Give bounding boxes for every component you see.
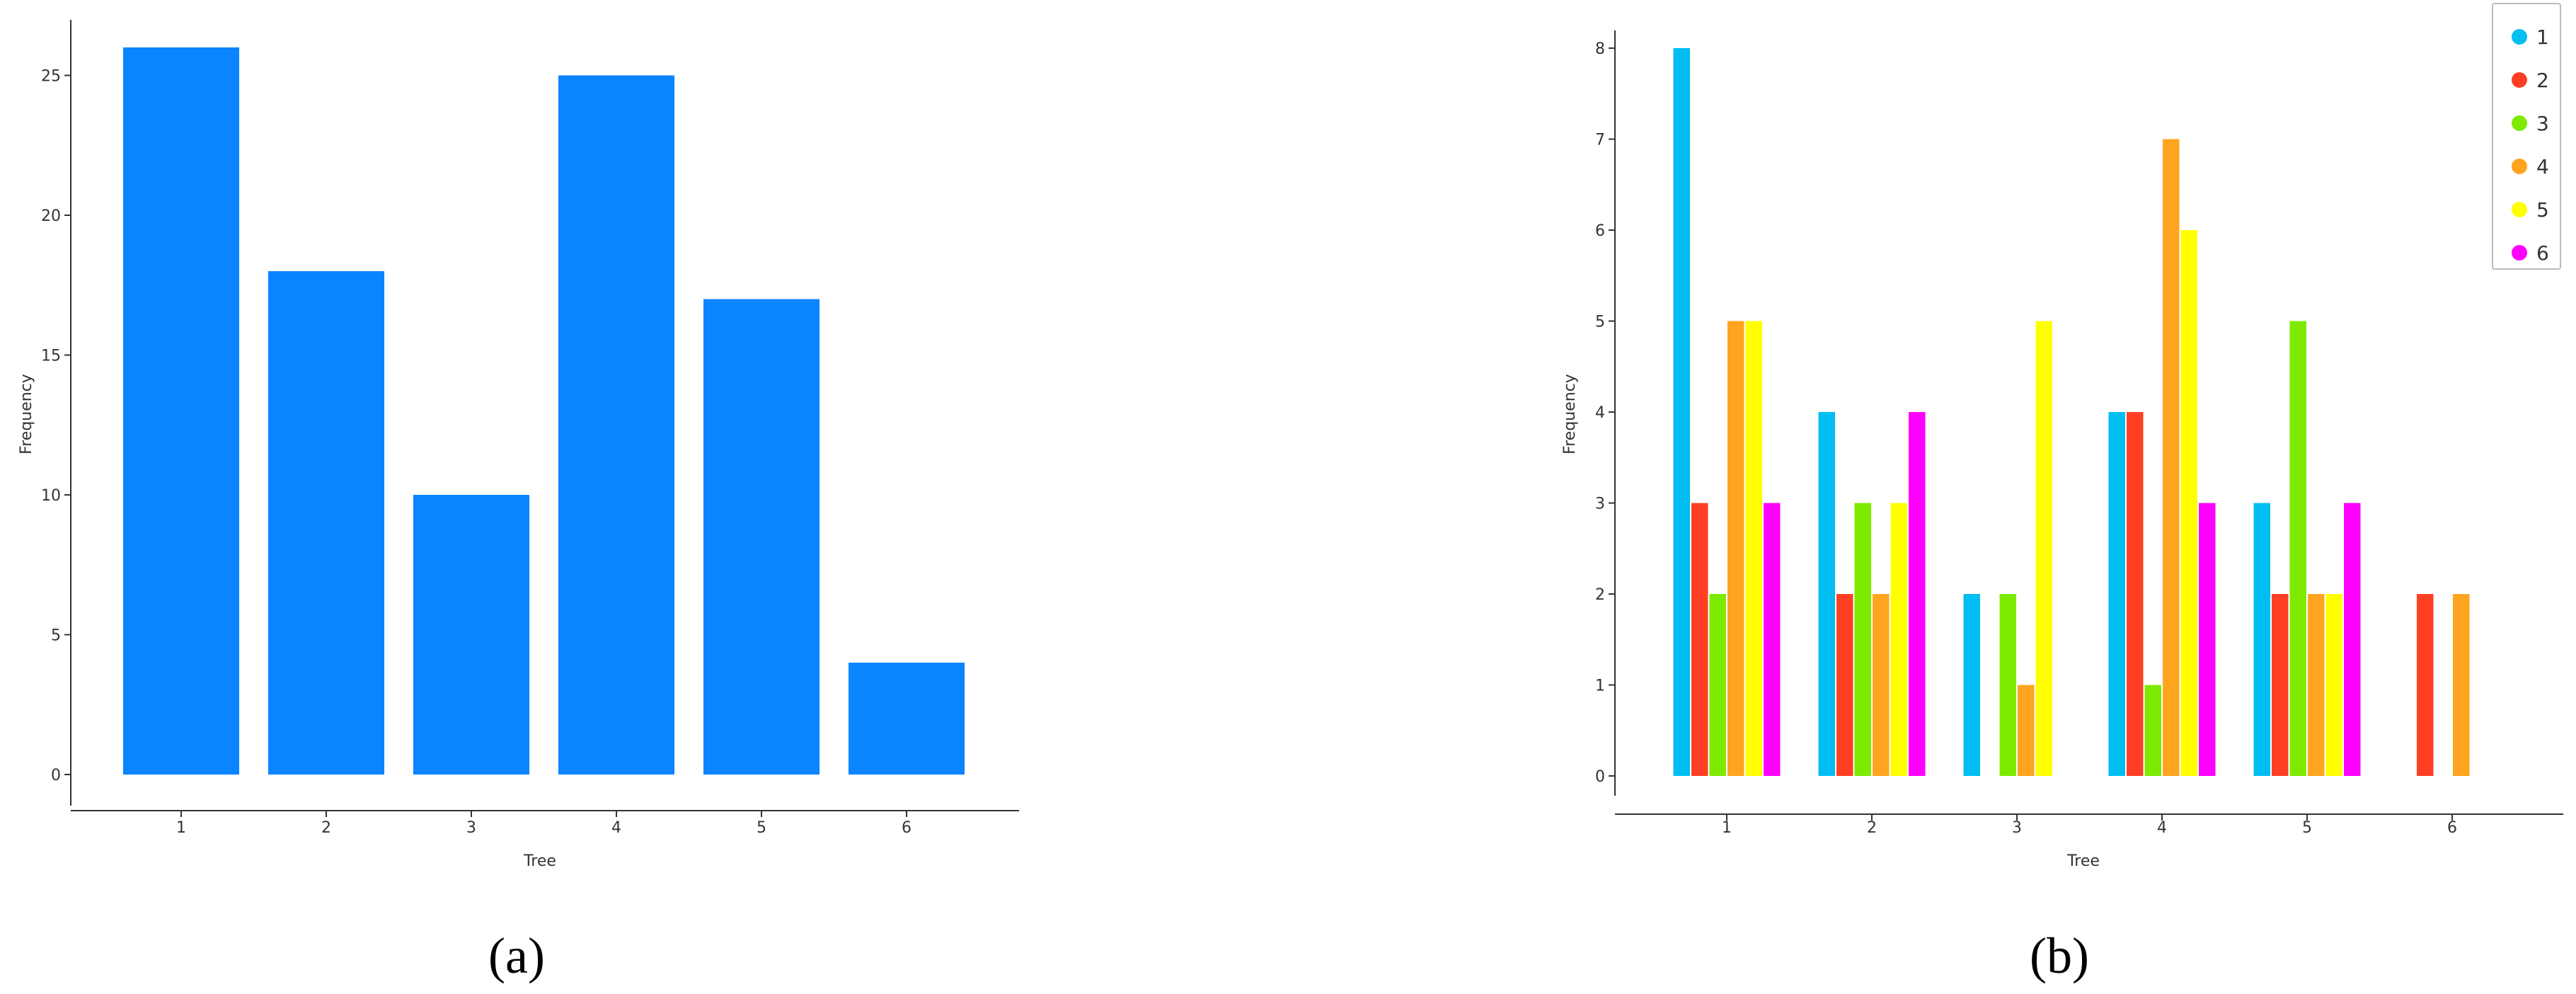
chart-a-x-tick-label: 2	[321, 819, 331, 837]
chart-b-x-tick-label: 6	[2447, 819, 2457, 837]
chart-b-legend-label: 4	[2536, 155, 2549, 178]
chart-a-y-tick-label: 5	[51, 627, 61, 645]
chart-b-y-ticks: 0 1 2 3 4 5 6 7 8	[1595, 40, 1615, 786]
chart-a-y-tick-label: 25	[41, 68, 61, 86]
chart-b-y-tick-label: 7	[1595, 132, 1605, 149]
chart-b-y-tick-label: 2	[1595, 586, 1605, 604]
chart-a-x-label: Tree	[523, 852, 556, 870]
chart-b-y-tick-label: 5	[1595, 314, 1605, 331]
chart-a-x-tick-label: 4	[611, 819, 621, 837]
chart-a-bar	[413, 495, 529, 775]
chart-a-bar	[558, 75, 674, 775]
chart-b-y-label: Frequency	[1561, 374, 1579, 455]
panel-label-a: (a)	[488, 927, 545, 984]
chart-b-bar-series-4	[1727, 321, 1744, 776]
chart-a-x-tick-label: 6	[902, 819, 912, 837]
chart-b-y-tick-label: 8	[1595, 40, 1605, 58]
chart-a-y-ticks: 0 5 10 15 20 25	[41, 68, 71, 784]
chart-a-bar	[703, 299, 820, 775]
chart-b-bar-series-5	[1745, 321, 1762, 776]
chart-b-bar-series-2	[2127, 412, 2144, 776]
chart-a-x-tick-label: 1	[176, 819, 186, 837]
chart-b-bar-series-2	[1836, 594, 1853, 776]
chart-a-bar	[123, 47, 239, 775]
chart-b-bar-series-3	[2289, 321, 2306, 776]
chart-a: 0 5 10 15 20 25 1 2 3 4 5 6 Tree Frequency (a)	[18, 20, 1019, 984]
chart-b-bars	[1673, 48, 2470, 776]
chart-b-bar-series-5	[1890, 503, 1907, 776]
chart-b-legend-swatch	[2512, 202, 2527, 217]
chart-b-legend-swatch	[2512, 245, 2527, 261]
chart-b-bar-series-4	[2308, 594, 2325, 776]
chart-a-x-tick-label: 3	[466, 819, 476, 837]
chart-a-x-ticks: 1 2 3 4 5 6	[176, 811, 912, 837]
chart-a-y-tick-label: 15	[41, 348, 61, 365]
chart-b-x-tick-label: 1	[1722, 819, 1732, 837]
chart-b-bar-series-2	[2272, 594, 2289, 776]
chart-b-legend-label: 6	[2536, 241, 2549, 265]
chart-b-bar-series-1	[1818, 412, 1835, 776]
chart-b-x-tick-label: 3	[2012, 819, 2022, 837]
chart-a-y-tick-label: 0	[51, 767, 61, 784]
chart-b-legend-swatch	[2512, 29, 2527, 45]
chart-b-bar-series-4	[2453, 594, 2470, 776]
panel-label-b: (b)	[2030, 927, 2089, 984]
chart-a-y-label: Frequency	[18, 374, 35, 455]
chart-b-legend-box	[2492, 3, 2561, 270]
chart-b-bar-series-6	[2344, 503, 2361, 776]
chart-a-bar	[268, 271, 384, 775]
chart-b-legend-label: 2	[2536, 69, 2549, 92]
chart-b-bar-series-6	[2199, 503, 2216, 776]
chart-b-bar-series-3	[1999, 594, 2016, 776]
chart-a-y-tick-label: 10	[41, 487, 61, 505]
chart-b-bar-series-5	[2180, 230, 2197, 776]
chart-b-bar-series-2	[1691, 503, 1708, 776]
chart-b-legend-label: 3	[2536, 112, 2549, 135]
chart-a-x-tick-label: 5	[757, 819, 766, 837]
chart-b-y-tick-label: 4	[1595, 404, 1605, 422]
chart-b-y-tick-label: 1	[1595, 678, 1605, 695]
chart-b-bar-series-5	[2035, 321, 2052, 776]
chart-b-bar-series-2	[2417, 594, 2434, 776]
chart-b-legend-swatch	[2512, 159, 2527, 174]
chart-b-legend-label: 1	[2536, 25, 2549, 49]
chart-b-bar-series-6	[1764, 503, 1781, 776]
chart-b-y-tick-label: 6	[1595, 222, 1605, 240]
chart-b-bar-series-4	[1873, 594, 1890, 776]
chart-b-bar-series-5	[2325, 594, 2342, 776]
chart-b-bar-series-1	[1963, 594, 1980, 776]
chart-b-x-tick-label: 2	[1867, 819, 1877, 837]
chart-b-legend: 1 2 3 4 5 6	[2492, 3, 2561, 270]
chart-b-x-tick-label: 4	[2157, 819, 2167, 837]
chart-a-bar	[849, 663, 965, 775]
chart-b-bar-series-1	[2108, 412, 2125, 776]
chart-b-bar-series-1	[2253, 503, 2270, 776]
chart-b-bar-series-1	[1673, 48, 1690, 776]
chart-a-bars	[123, 47, 965, 775]
chart-b-y-tick-label: 0	[1595, 768, 1605, 786]
chart-b-bar-series-4	[2018, 685, 2035, 776]
chart-b-x-tick-label: 5	[2302, 819, 2312, 837]
chart-a-y-tick-label: 20	[41, 207, 61, 225]
chart-b-bar-series-3	[2144, 685, 2161, 776]
chart-b-legend-swatch	[2512, 72, 2527, 88]
chart-b-bar-series-6	[1909, 412, 1926, 776]
chart-b-bar-series-3	[1854, 503, 1871, 776]
chart-b-y-tick-label: 3	[1595, 496, 1605, 513]
chart-b-legend-label: 5	[2536, 198, 2549, 222]
chart-b-bar-series-4	[2163, 139, 2180, 776]
chart-b-bar-series-3	[1709, 594, 1726, 776]
chart-b-legend-swatch	[2512, 115, 2527, 131]
chart-b-x-label: Tree	[2066, 852, 2100, 870]
chart-b: 0 1 2 3 4 5 6 7 8 1 2 3 4 5 6 Tree Frequency 1 2 3 4 5 6 (…	[1561, 3, 2563, 984]
chart-b-x-ticks: 1 2 3 4 5 6	[1722, 814, 2457, 837]
